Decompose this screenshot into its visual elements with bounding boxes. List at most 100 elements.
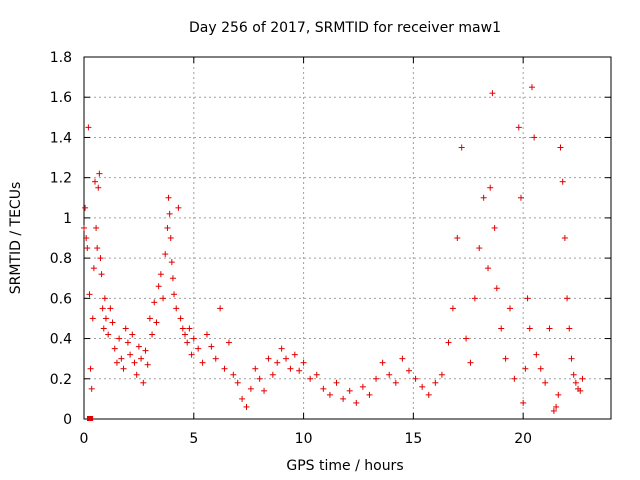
data-point [458, 144, 465, 151]
data-point [386, 371, 393, 378]
data-point [252, 365, 259, 372]
x-tick-label: 5 [189, 431, 198, 447]
data-point [221, 365, 228, 372]
data-point [88, 385, 95, 392]
data-point [326, 391, 333, 398]
data-point [353, 399, 360, 406]
data-point [489, 90, 496, 97]
data-point [140, 379, 147, 386]
data-point [166, 210, 173, 217]
data-point [94, 245, 101, 252]
data-point [487, 184, 494, 191]
data-point [105, 331, 112, 338]
data-point [533, 351, 540, 358]
data-point [169, 275, 176, 282]
data-point [175, 204, 182, 211]
data-point [528, 84, 535, 91]
data-point [162, 251, 169, 258]
data-point [138, 355, 145, 362]
data-point [131, 359, 138, 366]
data-point [243, 403, 250, 410]
data-point [392, 379, 399, 386]
data-point [98, 271, 105, 278]
data-point [182, 331, 189, 338]
data-point [142, 347, 149, 354]
data-point [333, 379, 340, 386]
y-tick-label: 0.4 [50, 332, 72, 348]
data-point [164, 224, 171, 231]
x-tick-label: 10 [295, 431, 313, 447]
y-tick-label: 0.8 [50, 251, 72, 267]
data-point [291, 351, 298, 358]
data-point [91, 178, 98, 185]
data-point [572, 379, 579, 386]
data-point [561, 235, 568, 241]
data-point [101, 295, 108, 302]
y-axis-ticks: 0 0.2 0.4 0.6 0.8 1 1.2 1.4 1.6 1.8 [50, 50, 611, 428]
data-point [81, 224, 87, 231]
data-point [256, 375, 263, 382]
data-point [557, 144, 564, 151]
data-points [81, 84, 586, 421]
data-point [480, 194, 487, 201]
data-point [97, 255, 104, 262]
data-point [269, 371, 276, 378]
data-point [296, 367, 303, 374]
data-point [96, 170, 103, 177]
data-point [127, 351, 134, 358]
x-tick-label: 15 [404, 431, 422, 447]
data-point [559, 178, 566, 185]
data-point [432, 379, 439, 386]
y-tick-label: 1.8 [50, 50, 72, 66]
data-point [438, 371, 445, 378]
data-point [217, 305, 224, 312]
data-point [493, 285, 500, 292]
data-point [82, 204, 89, 211]
data-point [186, 325, 193, 332]
data-point [346, 387, 353, 394]
data-point [160, 295, 167, 302]
y-tick-label: 1.4 [50, 130, 72, 146]
data-point [320, 385, 327, 392]
data-point [570, 371, 577, 378]
grid-lines [84, 57, 611, 419]
data-point [239, 395, 246, 402]
data-point [90, 265, 97, 272]
y-tick-label: 0.6 [50, 291, 72, 307]
data-point [546, 325, 553, 332]
data-point [155, 283, 162, 290]
data-point [247, 385, 254, 392]
data-point [188, 351, 195, 358]
data-point [537, 365, 544, 372]
data-point [265, 355, 272, 362]
data-point [522, 365, 529, 372]
data-point [454, 235, 461, 241]
data-point [511, 375, 518, 382]
data-point [274, 359, 281, 366]
data-point [287, 365, 294, 372]
data-point [102, 315, 109, 322]
data-point [471, 295, 478, 302]
y-axis-label: SRMTID / TECUs [8, 182, 24, 295]
data-point [165, 194, 172, 201]
data-point [449, 305, 456, 312]
data-point [184, 339, 191, 346]
data-point [425, 391, 432, 398]
y-tick-label: 1.6 [50, 90, 72, 106]
data-point [359, 383, 366, 390]
data-point [135, 343, 142, 350]
data-point [124, 339, 131, 346]
data-point [524, 295, 531, 302]
data-point [566, 325, 573, 332]
data-point [153, 319, 160, 326]
data-point [476, 245, 483, 252]
data-point [366, 391, 373, 398]
data-point [171, 291, 178, 298]
data-point [412, 375, 419, 382]
data-point [485, 265, 492, 272]
data-point [234, 379, 241, 386]
chart-title: Day 256 of 2017, SRMTID for receiver maw… [189, 20, 501, 36]
data-point [405, 367, 412, 374]
data-point [542, 379, 549, 386]
x-tick-label: 0 [80, 431, 89, 447]
